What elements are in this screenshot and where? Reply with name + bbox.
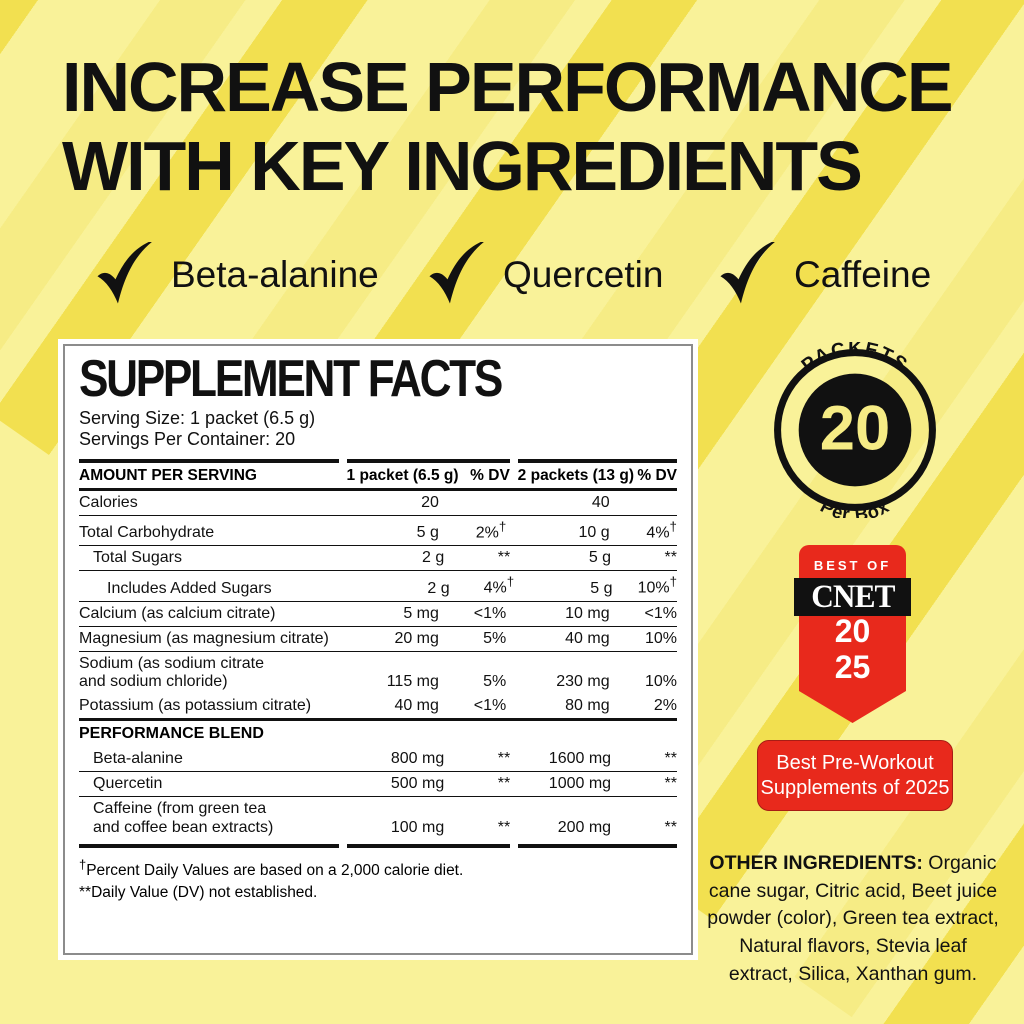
svg-text:20: 20 bbox=[820, 393, 890, 463]
svg-text:Per Box: Per Box bbox=[817, 495, 893, 518]
svg-text:PACKETS: PACKETS bbox=[797, 342, 912, 377]
